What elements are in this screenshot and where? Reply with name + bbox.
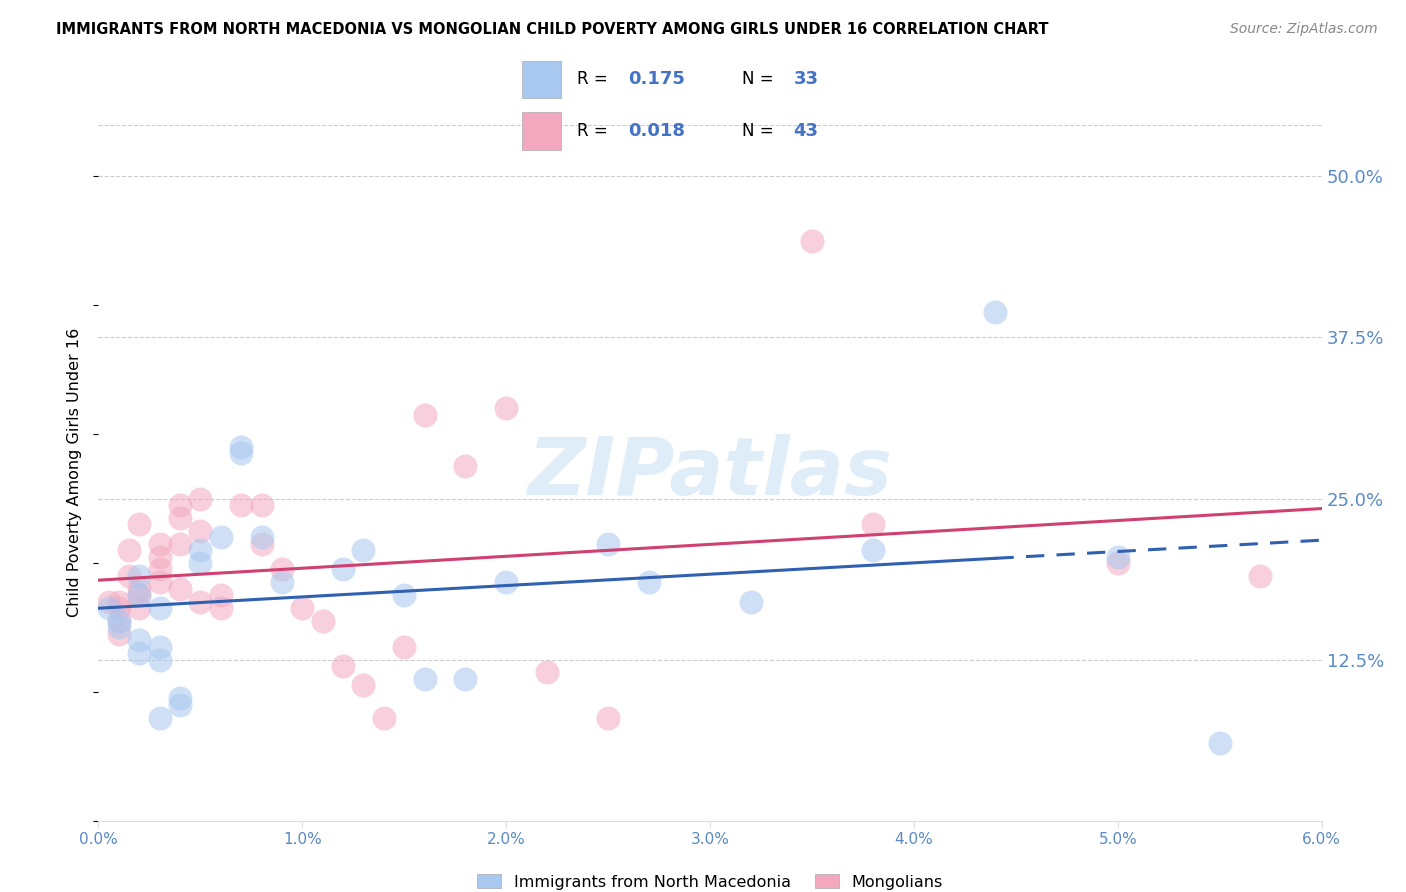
Point [118,543,141,558]
Point [250,536,273,550]
FancyBboxPatch shape [522,112,561,150]
Point [209,588,232,602]
Point [270,562,292,576]
Text: IMMIGRANTS FROM NORTH MACEDONIA VS MONGOLIAN CHILD POVERTY AMONG GIRLS UNDER 16 : IMMIGRANTS FROM NORTH MACEDONIA VS MONGO… [56,22,1049,37]
Point [188,491,212,506]
Point [231,446,253,460]
Point [862,517,884,532]
Point [169,691,191,706]
Point [740,594,762,608]
Point [495,575,517,590]
Point [250,498,273,512]
Point [454,672,477,686]
Point [169,698,191,712]
Point [188,524,212,538]
Point [209,530,232,544]
Point [149,549,172,564]
Point [413,408,436,422]
Point [149,536,172,550]
Point [801,234,824,248]
Point [169,536,191,550]
Point [128,633,150,648]
Point [291,601,314,615]
Text: 43: 43 [793,121,818,139]
Point [128,588,150,602]
Point [413,672,436,686]
Point [598,536,620,550]
Point [108,614,131,628]
Y-axis label: Child Poverty Among Girls Under 16: Child Poverty Among Girls Under 16 [67,328,83,617]
Point [149,575,172,590]
Text: N =: N = [742,70,773,88]
Legend: Immigrants from North Macedonia, Mongolians: Immigrants from North Macedonia, Mongoli… [471,868,949,892]
Point [984,304,1007,318]
FancyBboxPatch shape [522,61,561,98]
Point [169,511,191,525]
Point [637,575,661,590]
Point [128,601,150,615]
Point [149,652,172,666]
Point [188,556,212,570]
Text: 33: 33 [793,70,818,88]
Point [108,627,131,641]
Point [188,594,212,608]
Point [231,498,253,512]
Point [97,601,120,615]
Point [1107,556,1129,570]
Text: R =: R = [576,121,607,139]
Point [311,614,335,628]
Point [128,588,150,602]
Point [373,710,395,724]
Point [108,614,131,628]
Point [188,543,212,558]
Point [1208,736,1232,750]
Point [149,640,172,654]
Point [128,569,150,583]
Point [352,678,374,692]
Text: Source: ZipAtlas.com: Source: ZipAtlas.com [1230,22,1378,37]
Point [392,640,416,654]
Text: N =: N = [742,121,773,139]
Text: 0.175: 0.175 [628,70,685,88]
Point [352,543,374,558]
Text: 0.018: 0.018 [628,121,685,139]
Point [332,562,354,576]
Text: R =: R = [576,70,607,88]
Point [495,401,517,416]
Point [108,601,131,615]
Point [149,562,172,576]
Point [598,710,620,724]
Point [128,646,150,660]
Point [862,543,884,558]
Point [454,459,477,474]
Point [209,601,232,615]
Point [270,575,292,590]
Point [169,498,191,512]
Point [108,620,131,634]
Point [128,517,150,532]
Point [128,582,150,596]
Text: ZIPatlas: ZIPatlas [527,434,893,512]
Point [332,659,354,673]
Point [536,665,558,680]
Point [231,440,253,454]
Point [118,569,141,583]
Point [149,601,172,615]
Point [97,594,120,608]
Point [1107,549,1129,564]
Point [108,594,131,608]
Point [250,530,273,544]
Point [169,582,191,596]
Point [392,588,416,602]
Point [1249,569,1271,583]
Point [149,710,172,724]
